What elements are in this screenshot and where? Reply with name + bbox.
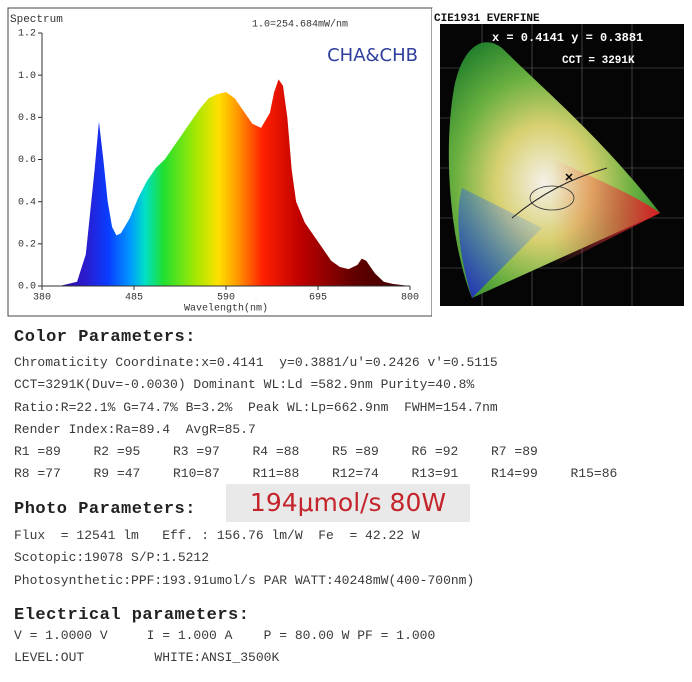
render-value: R6 =92 <box>412 444 459 459</box>
section-heading: Color Parameters: <box>14 328 196 347</box>
render-value: R13=91 <box>412 466 459 481</box>
render-value: R9 =47 <box>94 466 141 481</box>
section-heading: Electrical parameters: <box>14 606 249 625</box>
chart-annotation: CHA&CHB <box>327 45 418 66</box>
cie-coordinates: x = 0.4141 y = 0.3881 <box>492 31 643 45</box>
y-tick-label: 0.6 <box>18 155 36 166</box>
cie-cct: CCT = 3291K <box>562 55 635 67</box>
chart-subtitle: 1.0=254.684mW/nm <box>252 19 348 31</box>
text-line: Chromaticity Coordinate:x=0.4141 y=0.388… <box>14 355 498 370</box>
text-line: Photosynthetic:PPF:193.91umol/s PAR WATT… <box>14 573 474 588</box>
page: {"chart_data": {"type": "area", "title":… <box>0 0 692 682</box>
text-line: LEVEL:OUT WHITE:ANSI_3500K <box>14 650 279 665</box>
y-tick-label: 0.4 <box>18 197 36 208</box>
spectrum-chart: Spectrum 1.0=254.684mW/nm CHA&CHB Wavele… <box>0 0 434 320</box>
cie-title: CIE1931 EVERFINE <box>434 13 540 25</box>
render-value: R2 =95 <box>94 444 141 459</box>
section-heading: Photo Parameters: <box>14 500 196 519</box>
y-tick-label: 1.2 <box>18 29 36 40</box>
highlight-badge: 194μmol/s 80W <box>226 484 470 522</box>
text-line: Scotopic:19078 S/P:1.5212 <box>14 550 209 565</box>
text-line: CCT=3291K(Duv=-0.0030) Dominant WL:Ld =5… <box>14 377 474 392</box>
render-value: R5 =89 <box>332 444 379 459</box>
render-value: R11=88 <box>253 466 300 481</box>
text-line: Render Index:Ra=89.4 AvgR=85.7 <box>14 422 256 437</box>
render-value: R7 =89 <box>491 444 538 459</box>
chart-title: Spectrum <box>10 14 63 26</box>
text-line: V = 1.0000 V I = 1.000 A P = 80.00 W PF … <box>14 628 435 643</box>
cie-diagram: CIE1931 EVERFINE x = 0.4141 y = 0.3881 C… <box>432 8 688 318</box>
render-value: R4 =88 <box>253 444 300 459</box>
x-tick-label: 590 <box>217 293 235 304</box>
x-tick-label: 485 <box>125 293 143 304</box>
x-tick-label: 800 <box>401 293 419 304</box>
text-line: Flux = 12541 lm Eff. : 156.76 lm/W Fe = … <box>14 528 420 543</box>
y-tick-label: 0.2 <box>18 239 36 250</box>
x-tick-label: 695 <box>309 293 327 304</box>
render-value: R10=87 <box>173 466 220 481</box>
y-tick-label: 0.0 <box>18 282 36 293</box>
render-value: R14=99 <box>491 466 538 481</box>
render-value: R12=74 <box>332 466 379 481</box>
render-value: R1 =89 <box>14 444 61 459</box>
render-value: R15=86 <box>571 466 618 481</box>
text-line: Ratio:R=22.1% G=74.7% B=3.2% Peak WL:Lp=… <box>14 400 498 415</box>
y-tick-label: 1.0 <box>18 71 36 82</box>
x-axis-label: Wavelength(nm) <box>184 303 268 315</box>
y-tick-label: 0.8 <box>18 113 36 124</box>
render-value: R3 =97 <box>173 444 220 459</box>
x-tick-label: 380 <box>33 293 51 304</box>
render-value: R8 =77 <box>14 466 61 481</box>
